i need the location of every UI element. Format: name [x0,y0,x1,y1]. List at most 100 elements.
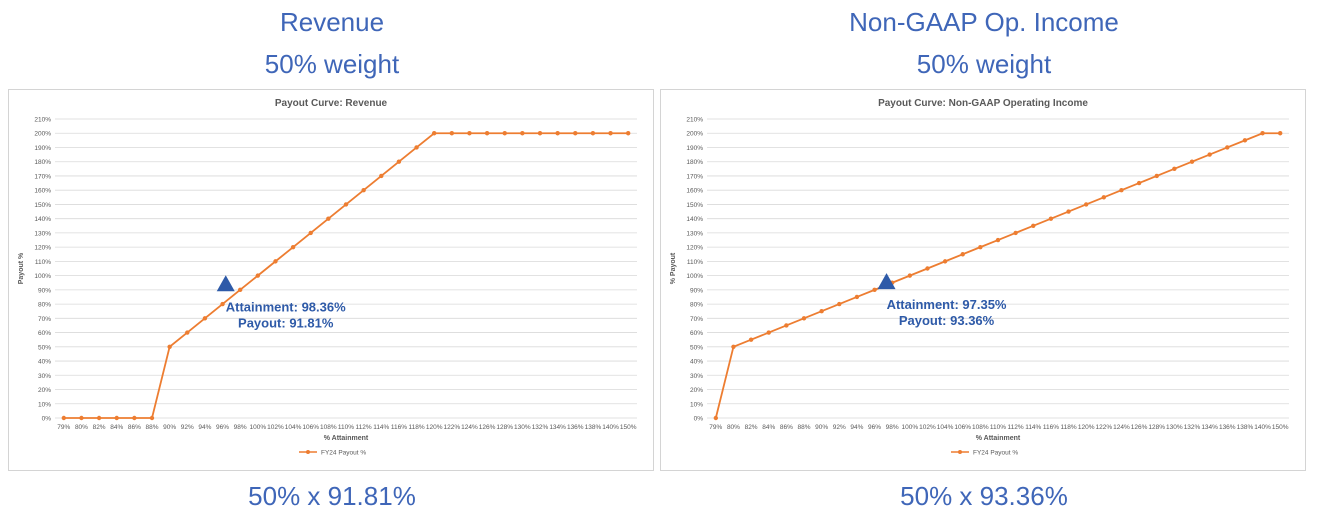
data-point [167,344,172,350]
y-tick-label: 130% [686,230,703,237]
x-tick-label: 136% [567,424,584,431]
y-tick-label: 140% [34,216,51,223]
y-axis-label: Payout % [18,252,25,284]
x-tick-label: 114% [373,424,389,431]
y-tick-label: 210% [34,117,51,124]
revenue-chart-container: Payout Curve: Revenue 0% 10% 20% 30% 40% 50% 60… [8,89,654,471]
y-tick-label: 200% [686,131,703,138]
x-tick-label: 138% [1237,424,1254,431]
x-tick-label: 120% [426,424,443,431]
data-point [731,344,736,350]
y-tick-label: 110% [687,259,703,266]
x-tick-label: 134% [549,424,566,431]
x-tick-label: 130% [1166,424,1183,431]
legend-marker [306,450,310,454]
data-point [925,266,930,271]
x-tick-label: 150% [620,424,637,431]
opincome-heading: Non-GAAP Op. Income [849,7,1119,37]
data-point [837,301,842,307]
attainment-marker [216,275,235,292]
x-tick-label: 82% [93,424,106,431]
x-tick-label: 128% [496,424,513,431]
data-point [237,287,243,293]
y-axis-label: % Payout [670,252,677,284]
x-tick-label: 102% [919,424,936,431]
x-tick-label: 122% [444,424,461,431]
y-tick-label: 20% [38,387,51,394]
x-tick-label: 112% [356,424,372,431]
x-tick-label: 106% [302,424,319,431]
y-tick-label: 180% [686,159,703,166]
data-point [1136,180,1142,186]
annotation-text: Payout: 93.36% [899,313,995,328]
annotation-text: Attainment: 97.35% [887,297,1007,312]
data-point [79,415,84,421]
x-axis-label: % Attainment [976,435,1021,442]
y-tick-label: 100% [34,273,51,280]
x-tick-label: 94% [198,424,211,431]
data-point [220,301,225,307]
data-point [308,230,313,236]
y-tick-label: 0% [42,416,52,423]
data-point [202,316,208,321]
data-point [960,252,965,257]
y-tick-label: 10% [38,401,51,408]
y-tick-label: 190% [686,145,703,152]
y-tick-label: 30% [38,373,51,380]
y-tick-label: 70% [38,316,51,323]
data-point [414,145,419,150]
y-tick-label: 40% [38,359,51,366]
data-point [978,244,983,250]
data-point [942,259,948,264]
data-point [784,323,789,328]
data-point [713,415,719,421]
x-tick-label: 82% [745,424,758,431]
legend-label: FY24 Payout % [321,450,366,457]
chart-title: Payout Curve: Non-GAAP Operating Income [878,98,1088,109]
x-tick-label: 132% [1184,424,1201,431]
data-point [343,202,349,207]
x-tick-label: 126% [479,424,496,431]
data-point [801,316,807,321]
x-tick-label: 116% [1043,424,1059,431]
y-tick-label: 10% [690,401,703,408]
y-tick-label: 0% [694,416,704,423]
annotation-text: Attainment: 98.36% [226,299,346,314]
x-tick-label: 134% [1201,424,1218,431]
x-tick-label: 90% [163,424,176,431]
y-tick-label: 90% [690,287,703,294]
y-tick-label: 160% [34,188,51,195]
x-tick-label: 79% [57,424,70,431]
data-point [1048,216,1054,221]
data-point [573,131,578,136]
y-tick-label: 130% [34,230,51,237]
data-point [520,131,525,136]
x-tick-label: 84% [762,424,775,431]
x-tick-label: 79% [709,424,722,431]
data-point [255,273,261,278]
data-point [502,131,507,136]
y-tick-label: 190% [34,145,51,152]
data-point [995,237,1001,243]
y-tick-label: 120% [34,245,51,252]
y-tick-label: 170% [686,173,703,180]
x-tick-label: 98% [234,424,247,431]
data-point [431,131,437,136]
y-tick-label: 30% [690,373,703,380]
x-tick-label: 124% [461,424,478,431]
revenue-payout-chart: Payout Curve: Revenue 0% 10% 20% 30% 40% 50% 60… [18,98,637,457]
x-tick-label: 92% [181,424,194,431]
x-tick-label: 118% [408,424,424,431]
x-tick-label: 100% [902,424,919,431]
revenue-heading: Revenue [279,7,385,37]
x-tick-label: 86% [128,424,141,431]
legend-label: FY24 Payout % [973,450,1018,457]
x-tick-label: 88% [797,424,810,431]
opincome-formula: 50% x 93.36% [900,481,1068,511]
y-tick-label: 150% [34,202,51,209]
data-point [625,131,631,136]
x-tick-label: 118% [1060,424,1076,431]
data-point [766,330,771,335]
x-tick-label: 86% [780,424,793,431]
x-tick-label: 94% [850,424,863,431]
